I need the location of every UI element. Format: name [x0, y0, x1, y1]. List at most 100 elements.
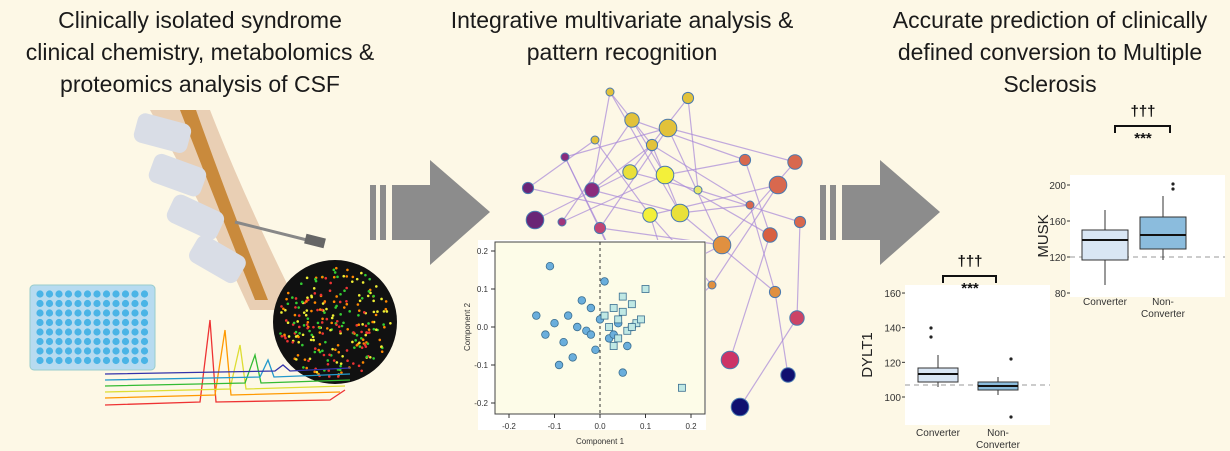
y-tick-label: -0.1 [474, 361, 488, 370]
spot [375, 314, 378, 317]
spot [348, 310, 351, 313]
well [122, 338, 129, 345]
well [46, 309, 53, 316]
node [781, 368, 795, 382]
well [84, 347, 91, 354]
spot [335, 323, 338, 326]
spot [334, 348, 337, 351]
x-axis-label: Component 1 [576, 437, 625, 446]
spot [314, 301, 317, 304]
spot [291, 341, 294, 344]
spot [294, 306, 297, 309]
y-tick-label: 160 [884, 289, 901, 300]
node [713, 236, 731, 254]
well [93, 347, 100, 354]
title-line: Sclerosis [1003, 71, 1096, 97]
spot [330, 322, 333, 325]
spot [371, 321, 374, 324]
point [578, 297, 586, 305]
well [103, 319, 110, 326]
well [46, 328, 53, 335]
spot [352, 362, 355, 365]
well [46, 347, 53, 354]
well [55, 357, 62, 364]
well [84, 357, 91, 364]
well [131, 338, 138, 345]
edge [592, 145, 652, 190]
well [36, 290, 43, 297]
node [656, 166, 674, 184]
edge [668, 128, 795, 162]
well [112, 357, 119, 364]
spot [287, 302, 290, 305]
y-tick-label: 0.2 [477, 247, 489, 256]
spot [367, 322, 370, 325]
well [131, 290, 138, 297]
spot [378, 339, 381, 342]
spot [329, 289, 332, 292]
point [615, 335, 622, 342]
spot [385, 300, 388, 303]
spot [324, 300, 327, 303]
title-line: Clinically isolated syndrome [58, 7, 342, 33]
spot [331, 348, 334, 351]
node [788, 155, 802, 169]
spot [298, 332, 301, 335]
spot [287, 321, 290, 324]
edge [740, 318, 797, 407]
spot [324, 277, 327, 280]
spot [305, 367, 308, 370]
well [93, 338, 100, 345]
spot [333, 300, 336, 303]
edge [775, 292, 788, 375]
spot [367, 295, 370, 298]
well [46, 357, 53, 364]
well [74, 319, 81, 326]
spot [362, 361, 365, 364]
well [65, 338, 72, 345]
well [103, 357, 110, 364]
spot [312, 326, 315, 329]
node [561, 153, 569, 161]
spot [303, 311, 306, 314]
spot [363, 311, 366, 314]
spot [310, 310, 313, 313]
node [739, 154, 750, 165]
spot [337, 351, 340, 354]
spot [345, 300, 348, 303]
point [560, 338, 568, 346]
spot [365, 331, 368, 334]
spot [313, 287, 316, 290]
point [619, 293, 626, 300]
spot [316, 309, 319, 312]
y-axis-label: Component 2 [463, 302, 472, 351]
spot [359, 299, 362, 302]
spot [361, 297, 364, 300]
category-label: Converter [916, 428, 961, 439]
spot [306, 277, 309, 280]
x-tick-label: 0.2 [685, 422, 697, 431]
point [628, 324, 635, 331]
well [46, 300, 53, 307]
well [131, 309, 138, 316]
spot [339, 301, 342, 304]
microarray [273, 260, 397, 384]
well [74, 300, 81, 307]
spot [335, 267, 338, 270]
well [141, 290, 148, 297]
well [84, 328, 91, 335]
well [74, 357, 81, 364]
point [555, 361, 563, 369]
spot [332, 314, 335, 317]
well [141, 328, 148, 335]
spot [297, 306, 300, 309]
title-line: Integrative multivariate analysis & [451, 7, 794, 33]
spot [383, 326, 386, 329]
spot [321, 349, 324, 352]
spot [367, 342, 370, 345]
spot [329, 282, 332, 285]
boxplot-dylt1 [905, 276, 1050, 425]
title-line: Accurate prediction of clinically [893, 7, 1208, 33]
well [112, 300, 119, 307]
node [721, 351, 739, 369]
